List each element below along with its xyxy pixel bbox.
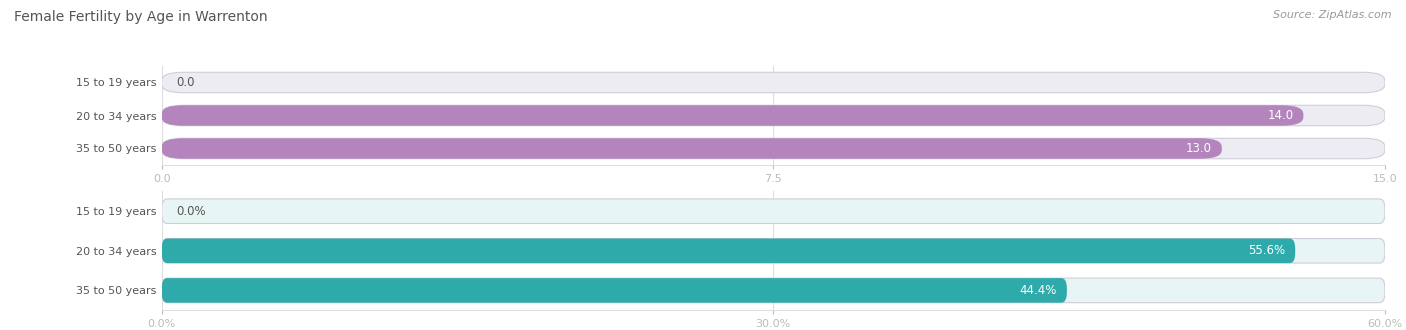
Text: Female Fertility by Age in Warrenton: Female Fertility by Age in Warrenton xyxy=(14,10,267,24)
Text: 14.0: 14.0 xyxy=(1267,109,1294,122)
FancyBboxPatch shape xyxy=(162,239,1295,263)
Text: 13.0: 13.0 xyxy=(1187,142,1212,155)
FancyBboxPatch shape xyxy=(162,138,1385,159)
FancyBboxPatch shape xyxy=(162,105,1303,126)
Text: 0.0: 0.0 xyxy=(176,76,195,89)
Text: 55.6%: 55.6% xyxy=(1249,244,1285,257)
Text: 44.4%: 44.4% xyxy=(1019,284,1057,297)
FancyBboxPatch shape xyxy=(162,278,1385,303)
FancyBboxPatch shape xyxy=(162,105,1385,126)
Text: 0.0%: 0.0% xyxy=(176,205,207,218)
FancyBboxPatch shape xyxy=(162,199,1385,223)
FancyBboxPatch shape xyxy=(162,138,1222,159)
FancyBboxPatch shape xyxy=(162,278,1067,303)
FancyBboxPatch shape xyxy=(162,72,1385,93)
FancyBboxPatch shape xyxy=(162,239,1385,263)
Text: Source: ZipAtlas.com: Source: ZipAtlas.com xyxy=(1274,10,1392,20)
